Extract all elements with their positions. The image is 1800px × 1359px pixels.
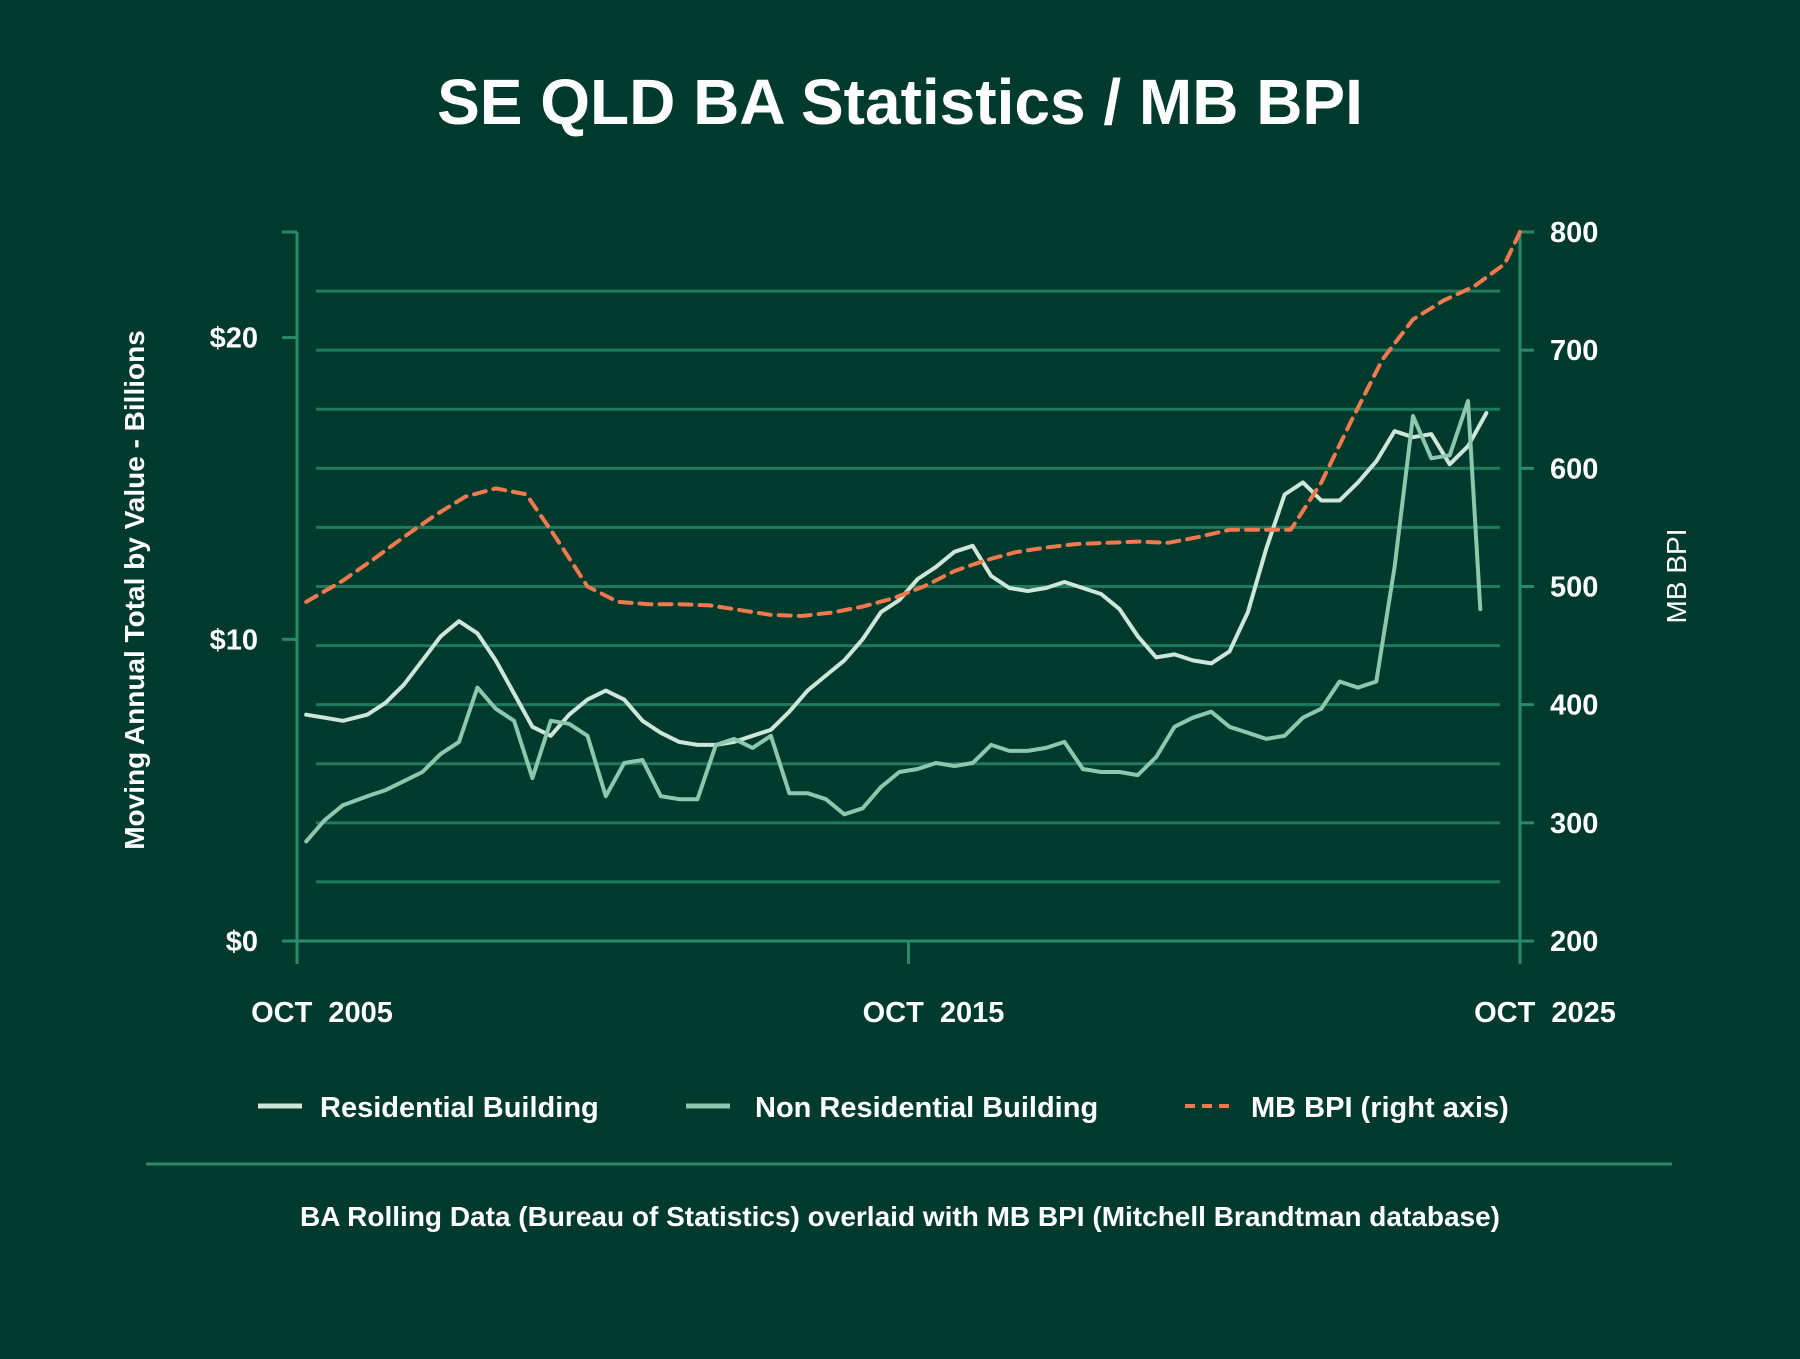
y2-tick-label: 800: [1550, 217, 1598, 249]
y-axis-title: Moving Annual Total by Value - Billions: [119, 330, 150, 850]
series-line-mb-bpi: [304, 230, 1522, 618]
y2-tick-label: 200: [1550, 926, 1598, 958]
chart-title: SE QLD BA Statistics / MB BPI: [437, 66, 1363, 138]
legend-label-residential: Residential Building: [320, 1092, 599, 1124]
x-tick-label: OCT 2005: [251, 997, 393, 1029]
grid-lines: [316, 289, 1500, 884]
y2-tick-label: 700: [1550, 335, 1598, 367]
y2-tick-label: 300: [1550, 808, 1598, 840]
x-tick-label: OCT 2015: [863, 997, 1005, 1029]
axis-ticks: $0 $10 $20 200 300 400 500 600 700 800 OCT 2005 OCT…: [210, 217, 1616, 1029]
footnote: BA Rolling Data (Bureau of Statistics) o…: [300, 1201, 1500, 1232]
y2-tick-label: 600: [1550, 453, 1598, 485]
y2-tick-label: 400: [1550, 690, 1598, 722]
series-line-residential: [304, 411, 1489, 747]
legend: Residential Building Non Residential Bui…: [258, 1092, 1509, 1124]
y2-tick-label: 500: [1550, 572, 1598, 604]
y2-axis-title: MB BPI: [1661, 529, 1692, 624]
series-lines: [304, 230, 1522, 844]
y-tick-label: $0: [226, 926, 258, 958]
series-line-non-residential: [304, 399, 1483, 844]
legend-label-non-residential: Non Residential Building: [755, 1092, 1098, 1124]
y-tick-label: $10: [210, 624, 258, 656]
x-tick-label: OCT 2025: [1474, 997, 1616, 1029]
legend-label-mb-bpi: MB BPI (right axis): [1251, 1092, 1509, 1124]
y-tick-label: $20: [210, 323, 258, 355]
